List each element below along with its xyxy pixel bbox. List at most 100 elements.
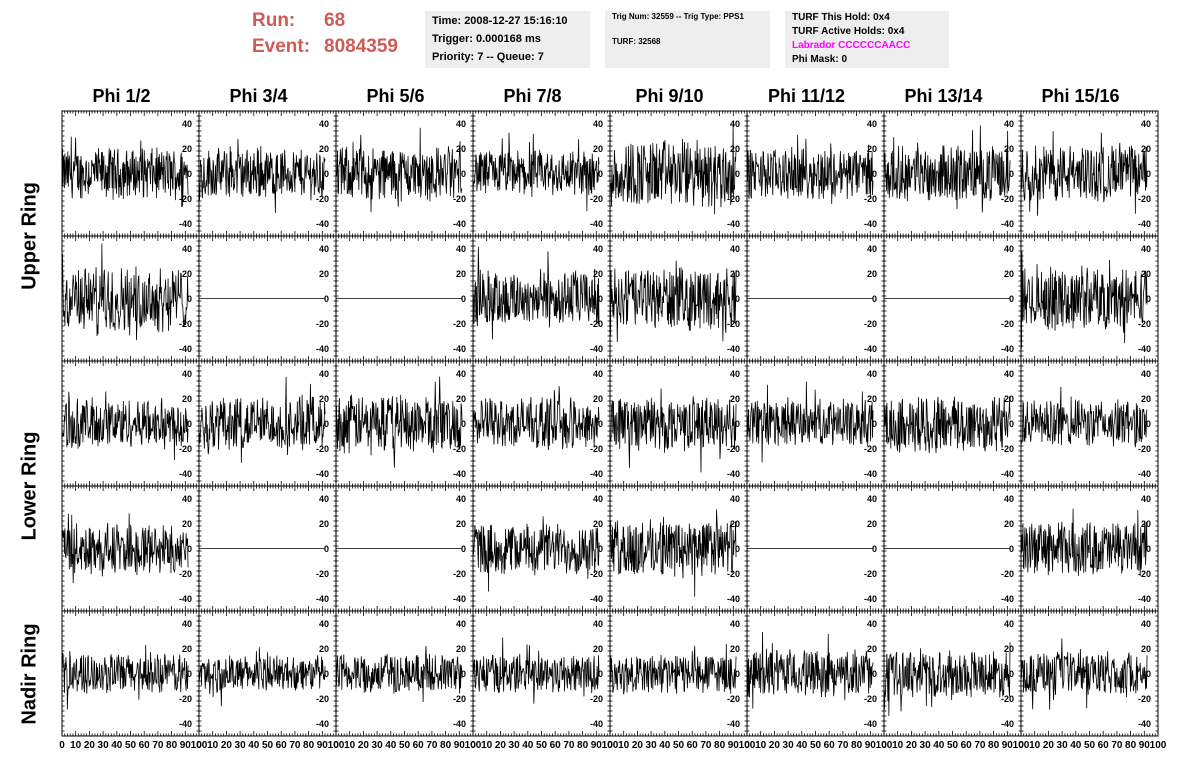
y-tick-label: -20 [179,569,192,579]
y-tick-label: -20 [727,319,740,329]
y-tick-label: 0 [461,544,466,554]
y-tick-label: 20 [182,519,192,529]
y-tick-label: 0 [872,544,877,554]
y-tick-label: 0 [1009,294,1014,304]
y-tick-label: 40 [456,119,466,129]
y-tick-label: -20 [590,194,603,204]
y-tick-label: -40 [316,219,329,229]
y-tick-label: -20 [864,194,877,204]
y-tick-label: -40 [727,344,740,354]
y-tick-label: 20 [319,269,329,279]
waveform-trace [472,246,600,340]
y-tick-label: -40 [1138,344,1151,354]
y-tick-label: -40 [864,594,877,604]
y-tick-label: 40 [867,494,877,504]
labrador-text: Labrador CCCCCCAACC [792,40,911,51]
y-tick-label: -20 [727,569,740,579]
y-tick-label: 20 [456,394,466,404]
y-tick-label: 20 [456,144,466,154]
panel-frame [609,110,748,237]
waveform-trace [1020,386,1148,448]
y-tick-label: 40 [1004,244,1014,254]
y-tick-label: -40 [453,344,466,354]
event-value: 8084359 [324,36,398,57]
y-tick-label: -20 [1001,319,1014,329]
time-info-panel: Time: 2008-12-27 15:16:10 Trigger: 0.000… [425,11,590,68]
waveform-trace [61,136,189,207]
y-tick-label: 40 [593,244,603,254]
waveform-trace [746,135,874,204]
waveform-trace [746,381,874,463]
column-header-phi-9-10: Phi 9/10 [635,86,704,106]
y-tick-label: 40 [182,369,192,379]
y-tick-label: 40 [1004,119,1014,129]
y-tick-label: 40 [730,119,740,129]
run-label: Run: [252,10,296,31]
y-tick-label: -20 [316,569,329,579]
y-tick-label: 40 [182,494,192,504]
event-row: Event: 8084359 [252,34,417,60]
y-tick-label: 20 [593,144,603,154]
y-tick-label: -40 [316,469,329,479]
y-tick-label: 0 [324,294,329,304]
waveform-trace [883,396,1011,454]
column-header-phi-15-16: Phi 15/16 [1041,86,1120,106]
run-value: 68 [324,10,346,31]
waveform-trace [335,127,463,213]
y-tick-label: -20 [590,444,603,454]
y-tick-label: 0 [324,544,329,554]
y-tick-label: 0 [461,169,466,179]
waveform-trace [198,138,326,213]
y-tick-label: 40 [593,369,603,379]
y-tick-label: 20 [730,144,740,154]
y-tick-label: -40 [453,219,466,229]
waveform-trace [472,386,600,450]
y-tick-label: 0 [598,419,603,429]
column-header-phi-13-14: Phi 13/14 [904,86,983,106]
y-tick-label: 0 [872,294,877,304]
waveform-trace [61,391,189,461]
y-tick-label: 40 [319,369,329,379]
y-tick-label: 0 [872,169,877,179]
y-tick-label: 0 [872,419,877,429]
turf-number-text: TURF: 32568 [612,37,661,46]
y-tick-label: 20 [1004,394,1014,404]
y-tick-label: -20 [590,319,603,329]
y-tick-label: -40 [453,594,466,604]
y-tick-label: 0 [187,544,192,554]
y-tick-label: -20 [864,444,877,454]
y-tick-label: 20 [319,519,329,529]
y-tick-label: 0 [1146,419,1151,429]
y-tick-label: -20 [316,194,329,204]
y-tick-label: -20 [453,569,466,579]
turf-active-holds-text: TURF Active Holds: 0x4 [792,26,905,37]
y-tick-label: -20 [1138,319,1151,329]
y-tick-label: 40 [456,244,466,254]
y-tick-label: 20 [182,394,192,404]
y-tick-label: -40 [179,219,192,229]
y-tick-label: 0 [324,169,329,179]
y-tick-label: -40 [727,594,740,604]
y-tick-label: 40 [319,494,329,504]
y-tick-label: 0 [735,169,740,179]
y-tick-label: 40 [593,119,603,129]
y-tick-label: 40 [319,244,329,254]
y-tick-label: -20 [864,319,877,329]
y-tick-label: 40 [319,119,329,129]
phi-mask-text: Phi Mask: 0 [792,54,848,65]
y-tick-label: 0 [461,294,466,304]
